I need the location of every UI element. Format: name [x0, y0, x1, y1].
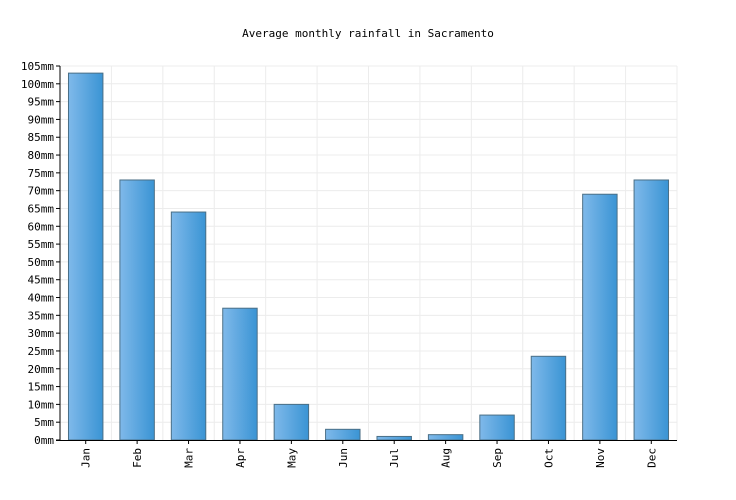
x-tick-label: Feb — [131, 448, 144, 468]
y-tick-label: 100mm — [21, 78, 54, 91]
x-tick-label: Jan — [80, 448, 93, 468]
y-tick-label: 5mm — [34, 416, 54, 429]
y-tick-label: 15mm — [28, 381, 55, 394]
bars — [67, 72, 670, 441]
x-tick-label: Jul — [388, 448, 401, 468]
y-tick-label: 60mm — [28, 220, 55, 233]
y-tick-labels: 0mm 5mm 10mm 15mm 20mm 25mm 30mm 35mm 40mm 45mm 50… — [21, 60, 54, 447]
y-tick-label: 30mm — [28, 327, 55, 340]
x-tick-label: Apr — [234, 448, 247, 468]
x-tick-label: Sep — [491, 448, 504, 468]
x-tick-label: Mar — [183, 448, 196, 468]
y-tick-label: 80mm — [28, 149, 55, 162]
axes — [56, 65, 677, 444]
y-tick-label: 40mm — [28, 292, 55, 305]
y-tick-label: 70mm — [28, 185, 55, 198]
bar-jan — [67, 72, 104, 441]
bar-dec — [633, 179, 670, 441]
y-tick-label: 35mm — [28, 309, 55, 322]
y-tick-label: 45mm — [28, 274, 55, 287]
y-tick-label: 55mm — [28, 238, 55, 251]
bar-may — [273, 403, 310, 441]
y-tick-label: 85mm — [28, 131, 55, 144]
y-tick-label: 95mm — [28, 96, 55, 109]
y-tick-label: 105mm — [21, 60, 54, 73]
bar-oct — [530, 355, 567, 441]
bar-mar — [170, 211, 207, 441]
bar-feb — [119, 179, 155, 441]
x-tick-label: Jun — [337, 448, 350, 468]
y-tick-label: 0mm — [34, 434, 54, 447]
bar-apr — [222, 307, 258, 441]
x-tick-label: May — [285, 448, 298, 468]
y-tick-label: 50mm — [28, 256, 55, 269]
y-tick-label: 90mm — [28, 113, 55, 126]
y-tick-label: 65mm — [28, 202, 55, 215]
chart-title: Average monthly rainfall in Sacramento — [242, 27, 494, 40]
bar-sep — [479, 414, 515, 441]
bar-jul — [376, 435, 412, 441]
bar-aug — [427, 434, 464, 441]
y-tick-label: 25mm — [28, 345, 55, 358]
y-tick-label: 20mm — [28, 363, 55, 376]
x-tick-labels: Jan Feb Mar Apr May Jun Jul Aug Sep Oct Nov Dec — [80, 448, 659, 468]
x-tick-label: Oct — [542, 448, 555, 468]
x-tick-label: Dec — [645, 448, 658, 468]
bar-jun — [325, 428, 361, 441]
y-tick-label: 75mm — [28, 167, 55, 180]
bar-nov — [582, 193, 618, 441]
x-tick-label: Aug — [440, 448, 453, 468]
y-tick-label: 10mm — [28, 398, 55, 411]
x-tick-label: Nov — [594, 448, 607, 468]
grid — [60, 65, 678, 440]
